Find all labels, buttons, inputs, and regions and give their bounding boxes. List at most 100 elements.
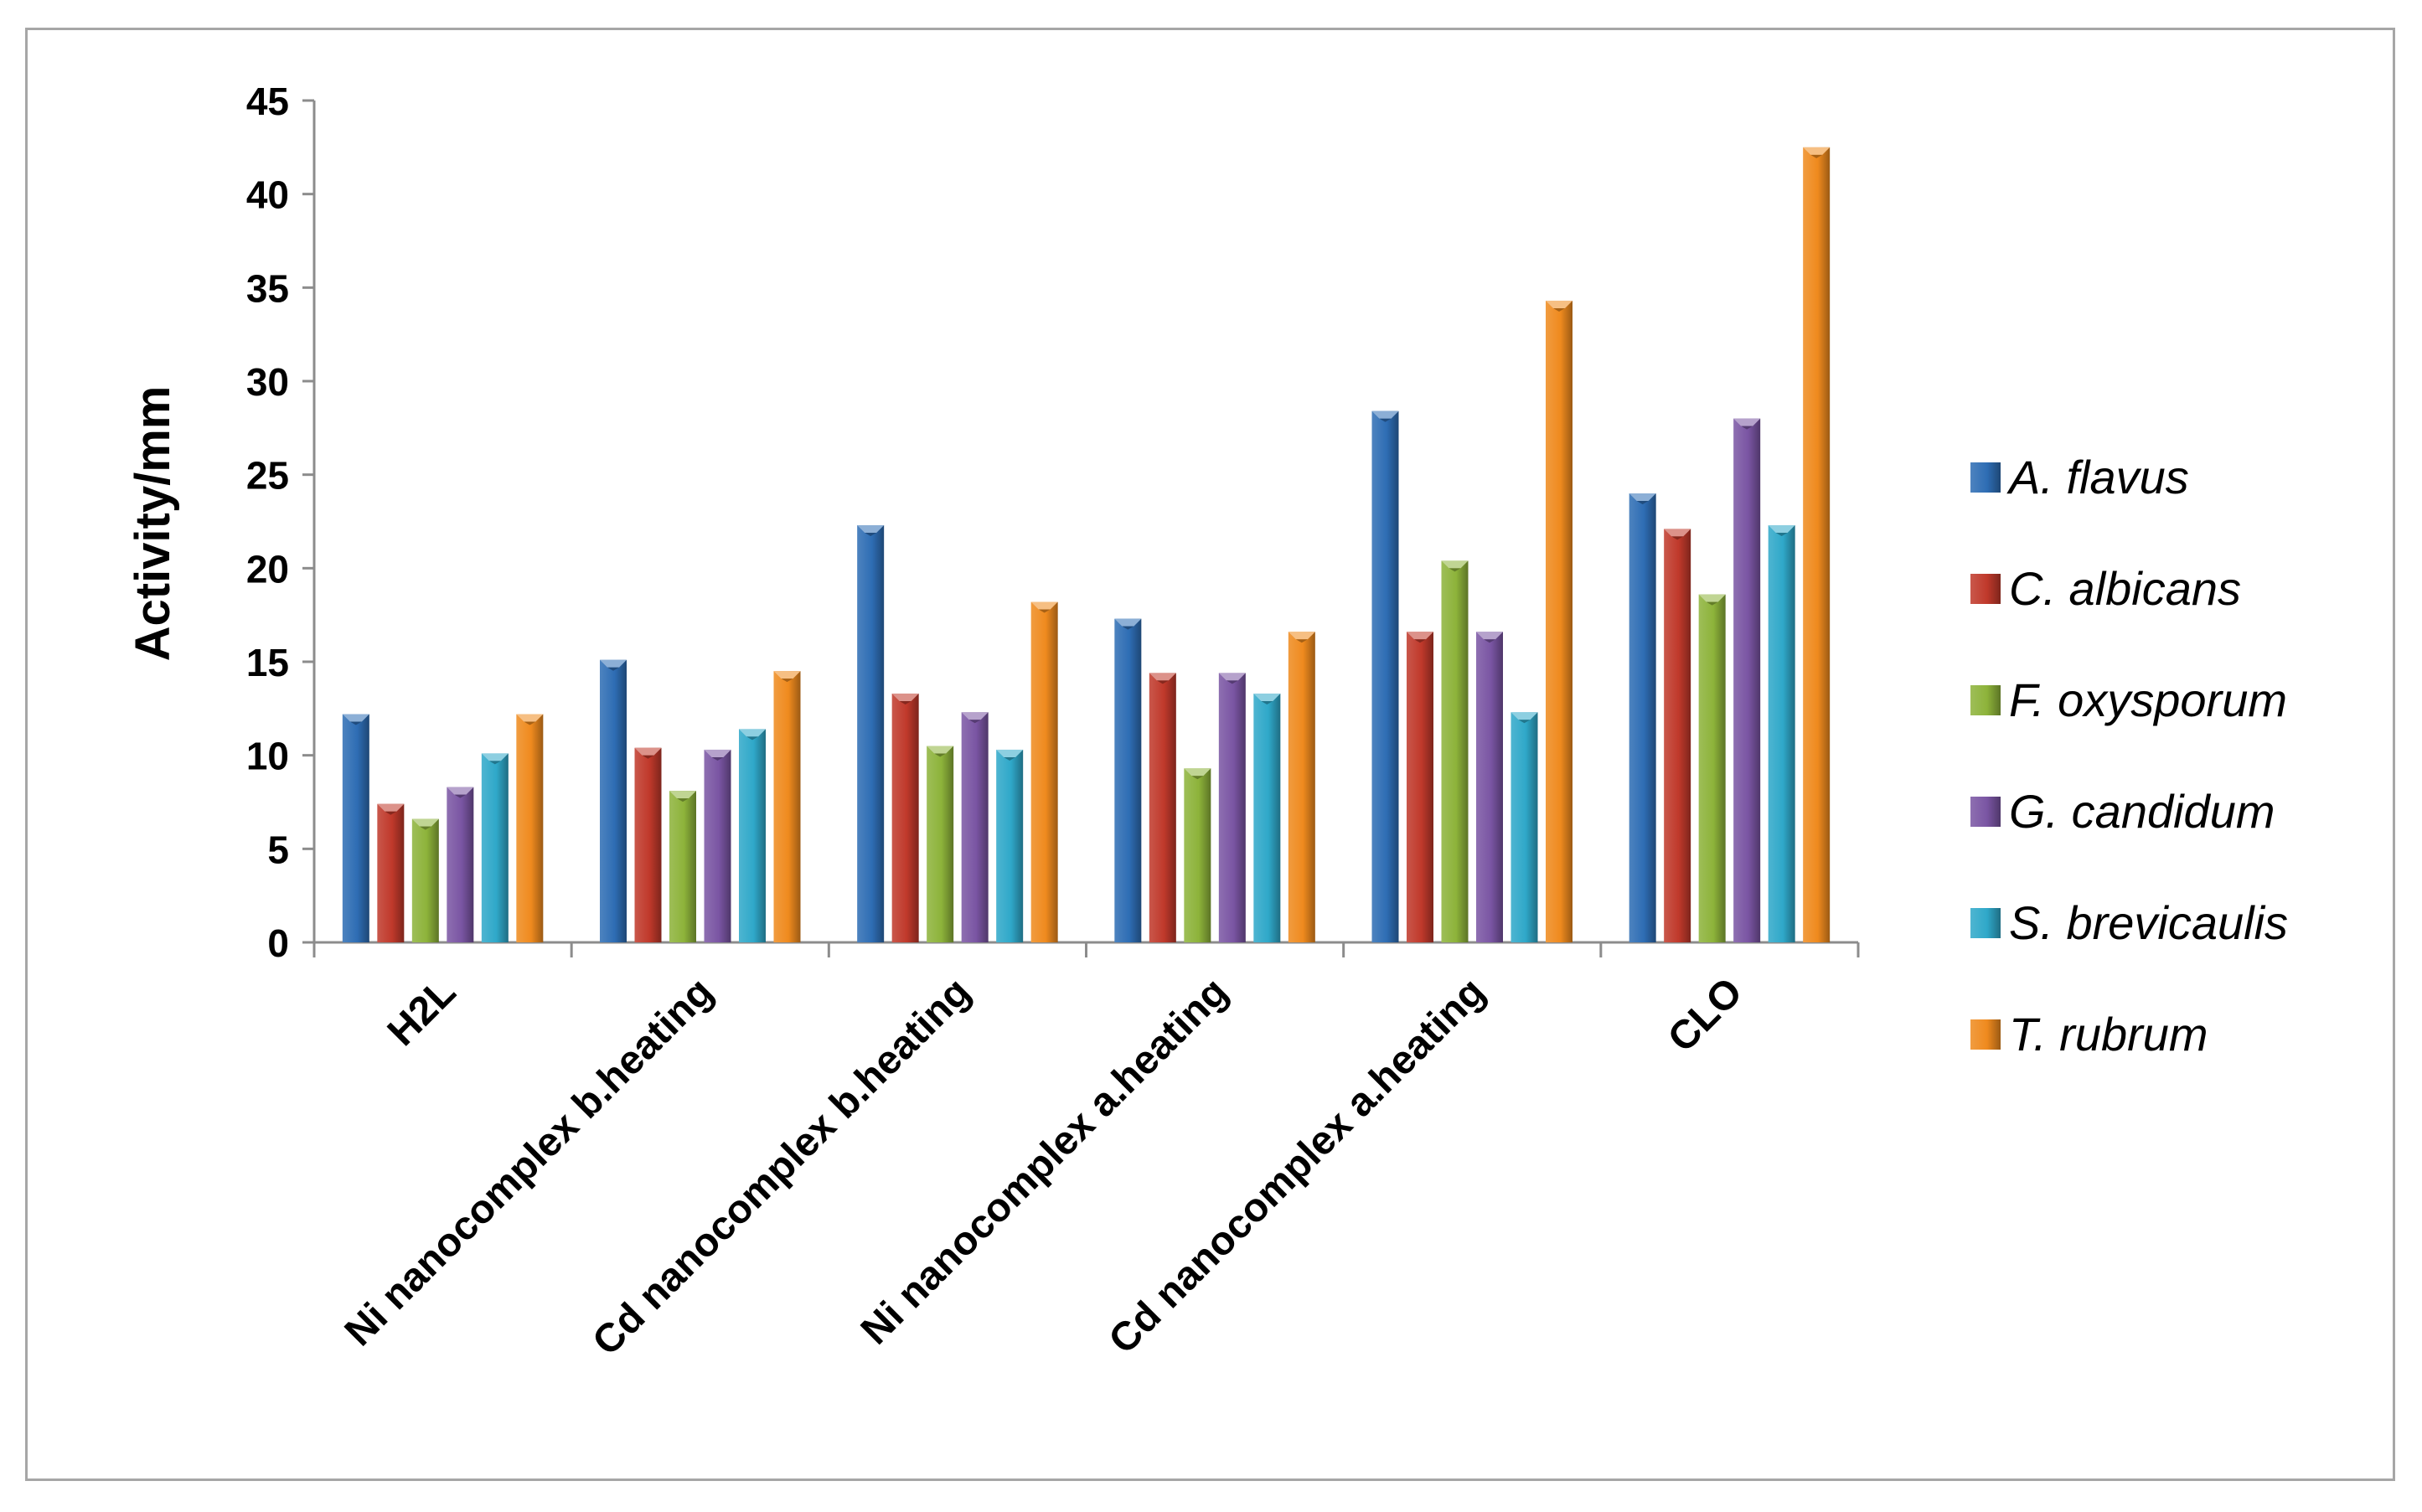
bar [1253,693,1281,942]
bar-cap-shadow [1741,426,1753,430]
bar-cap [891,693,919,701]
bar-face [1803,147,1831,943]
bar-cap-shadow [1636,501,1649,504]
bar-face [377,803,405,942]
legend-label: C. albicans [2009,562,2241,615]
bar-cap-shadow [1706,601,1718,606]
bar-cap-shadow [1261,700,1273,704]
bar [773,671,801,942]
legend-swatch [1970,1019,2001,1050]
bar-cap [1030,601,1058,610]
bar [704,749,731,942]
bar-cap [1733,418,1761,426]
bar [516,714,544,942]
bar-cap [1511,712,1538,720]
bar [1407,632,1433,942]
bar-cap-shadow [1295,639,1308,643]
bar-cap [1407,632,1433,640]
bar [857,524,885,942]
bar-face [634,747,662,942]
bar-cap-shadow [781,679,793,683]
bar-cap [481,753,509,761]
bar [447,787,474,942]
bar-face [773,671,801,942]
bar [1803,147,1831,943]
y-tick-label: 30 [246,360,289,404]
bar-face [1768,524,1795,942]
legend-swatch [1970,908,2001,938]
bar-cap [1803,147,1831,155]
bar-face [1149,673,1176,942]
bar-face [481,753,509,942]
bar-cap [996,749,1024,757]
bar-cap-shadow [349,721,362,725]
bar [1733,418,1761,943]
bar [1511,712,1538,942]
bar-cap [1149,673,1176,681]
bar [411,818,439,942]
bar-cap [704,749,731,757]
bar-cap [1441,560,1469,569]
bar [1476,632,1503,942]
bar [1184,768,1211,942]
bar-face [342,714,369,942]
x-tick-label: H2L [380,969,465,1055]
bar-cap-shadow [899,700,911,704]
bar [1664,529,1691,942]
bar-face [1030,601,1058,942]
bar-face [704,749,731,942]
bar-cap [739,729,766,737]
x-tick-label: CLO [1660,969,1751,1060]
bar-cap-shadow [1775,532,1788,536]
bar-cap [773,671,801,679]
legend-label: A. flavus [2006,451,2189,503]
legend-item: C. albicans [1970,562,2241,615]
bar-face [669,791,696,942]
bar-face [927,746,954,942]
bar [634,747,662,942]
y-axis-label: Activity/mm [126,386,180,662]
bar-face [1664,529,1691,942]
bar-face [1114,618,1142,942]
bar-cap-shadow [1226,680,1238,684]
bar-cap-shadow [1004,756,1016,761]
y-axis: 0 5 10 15 20 25 30 35 40 45 [246,80,316,965]
bar-cap [447,787,474,795]
bar-cap [342,714,369,722]
bar [481,753,509,942]
bar-cap [634,747,662,756]
legend-label: T. rubrum [2009,1008,2208,1060]
x-axis [312,941,1860,957]
bar-cap [1664,529,1691,537]
bar-face [1371,410,1399,942]
bar-cap [1253,693,1281,701]
bar-cap-shadow [1379,418,1392,422]
legend-label: S. brevicaulis [2009,896,2288,949]
bar [1030,601,1058,942]
bar-cap-shadow [865,532,877,536]
bar [1441,560,1469,942]
legend-item: G. candidum [1970,785,2275,838]
bar-cap-shadow [385,811,397,815]
legend-item: T. rubrum [1970,1008,2208,1060]
bar-face [1629,493,1656,942]
bar [1288,632,1315,942]
bar [927,746,954,942]
bar-cap-shadow [524,721,536,725]
bar-cap [1218,673,1246,681]
bar-face [1288,632,1315,942]
bar-face [1441,560,1469,942]
bar-cap-shadow [711,756,724,761]
bar-face [600,659,627,942]
bar-cap-shadow [607,667,619,671]
bar [891,693,919,942]
bar-face [516,714,544,942]
bar-cap-shadow [419,826,431,830]
bar-cap-shadow [1122,626,1134,630]
bar-face [739,729,766,942]
y-tick-label: 5 [267,828,289,871]
bar-cap [857,524,885,533]
bar-face [1184,768,1211,942]
bar-cap [600,659,627,668]
legend-swatch [1970,685,2001,715]
